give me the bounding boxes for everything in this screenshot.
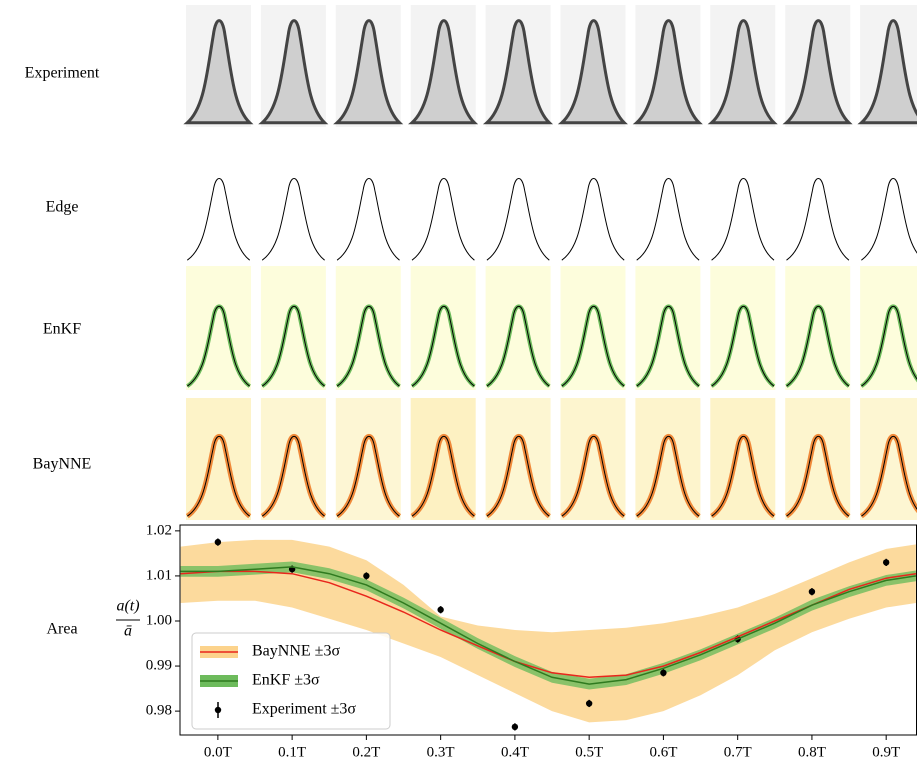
baynne-panel	[860, 398, 917, 520]
x-tick-label: 0.5T	[575, 744, 603, 760]
edge-outline	[187, 179, 249, 261]
y-tick-label: 1.00	[146, 612, 172, 628]
edge-outline	[337, 179, 399, 261]
edge-outline	[637, 179, 699, 261]
enkf-panel	[561, 266, 626, 390]
legend-label: BayNNE ±3σ	[252, 643, 340, 660]
x-tick-label: 0.4T	[501, 744, 529, 760]
legend-label: Experiment ±3σ	[252, 701, 356, 718]
row-label: Area	[46, 621, 77, 638]
enkf-panel	[411, 266, 476, 390]
image-panels	[186, 5, 917, 520]
edge-outline	[487, 179, 549, 261]
experiment-point	[809, 588, 815, 594]
experiment-point	[512, 724, 518, 730]
edge-outline	[562, 179, 624, 261]
legend-label: EnKF ±3σ	[252, 672, 320, 689]
legend-swatch	[215, 707, 221, 713]
enkf-panel	[261, 266, 326, 390]
y-tick-label: 0.98	[146, 703, 172, 719]
x-tick-label: 0.9T	[872, 744, 900, 760]
enkf-panel	[710, 266, 775, 390]
row-label: Experiment	[25, 65, 100, 82]
y-tick-label: 1.01	[146, 567, 172, 583]
experiment-point	[660, 670, 666, 676]
y-label-numerator: a(t)	[116, 598, 139, 615]
enkf-panel	[635, 266, 700, 390]
experiment-point	[363, 573, 369, 579]
x-tick-label: 0.0T	[204, 744, 232, 760]
x-tick-label: 0.7T	[724, 744, 752, 760]
x-tick-label: 0.1T	[278, 744, 306, 760]
edge-outline	[262, 179, 324, 261]
y-tick-label: 1.02	[146, 522, 172, 538]
row-label: BayNNE	[33, 456, 92, 473]
x-tick-label: 0.2T	[352, 744, 380, 760]
edge-outline	[861, 179, 917, 261]
enkf-panel	[860, 266, 917, 390]
row-label: Edge	[46, 199, 79, 216]
edge-outline	[412, 179, 474, 261]
experiment-point	[215, 539, 221, 545]
x-tick-label: 0.3T	[427, 744, 455, 760]
y-label-denominator: ā	[124, 623, 132, 640]
experiment-point	[883, 559, 889, 565]
legend: BayNNE ±3σ EnKF ±3σ Experiment ±3σ	[192, 633, 390, 729]
enkf-panel	[486, 266, 551, 390]
row-label: EnKF	[43, 321, 81, 338]
enkf-panel	[336, 266, 401, 390]
edge-outline	[712, 179, 774, 261]
figure: Experiment Edge EnKF BayNNE Area a(t) ā …	[0, 0, 917, 768]
x-tick-label: 0.6T	[649, 744, 677, 760]
experiment-point	[586, 700, 592, 706]
enkf-panel	[186, 266, 251, 390]
edge-outline	[787, 179, 849, 261]
y-tick-label: 0.99	[146, 657, 172, 673]
enkf-panel	[785, 266, 850, 390]
x-tick-label: 0.8T	[798, 744, 826, 760]
experiment-point	[437, 607, 443, 613]
